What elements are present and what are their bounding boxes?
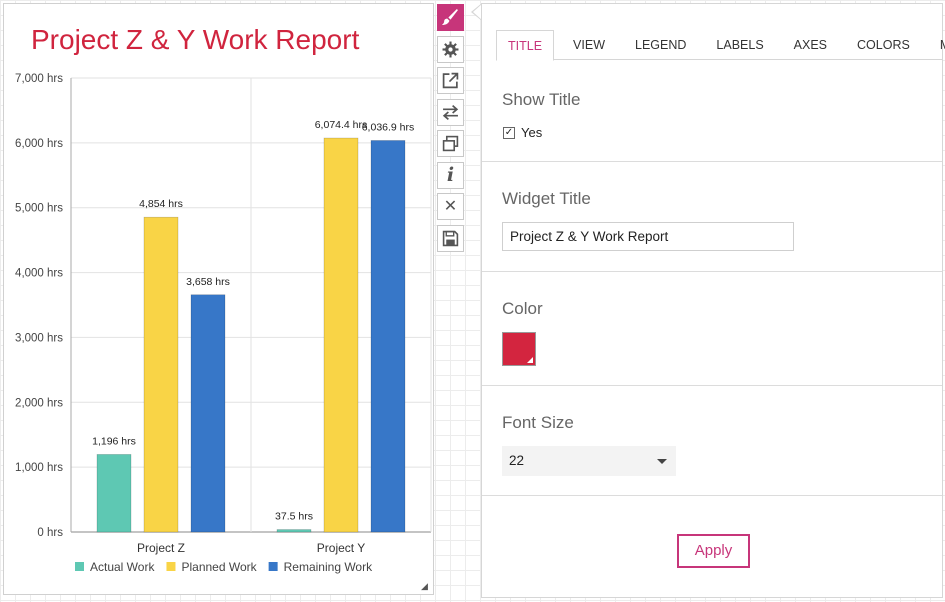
chart-widget: Project Z & Y Work Report 0 hrs 1,000 hrs… — [3, 3, 434, 595]
bar — [143, 216, 179, 533]
widget-title-section: Widget Title Project Z & Y Work Report — [482, 162, 942, 272]
font-size-label: Font Size — [502, 413, 574, 432]
tab-axes[interactable]: AXES — [793, 38, 828, 52]
color-label: Color — [502, 299, 543, 318]
legend-entry: Actual Work — [90, 560, 155, 574]
info-icon[interactable]: i — [437, 161, 464, 189]
tab-misc[interactable]: MISC — [929, 30, 945, 60]
font-size-section: Font Size 22 — [482, 386, 942, 496]
show-title-checkbox[interactable]: ✓ — [503, 126, 515, 139]
widget-toolbar: i ✕ — [437, 4, 465, 256]
bar — [190, 294, 226, 533]
paintbrush-icon[interactable] — [437, 4, 464, 31]
tab-labels[interactable]: LABELS — [716, 38, 764, 52]
y-tick-label: 3,000 hrs — [15, 332, 63, 344]
widget-title: Project Z & Y Work Report — [31, 24, 360, 55]
bar-data-label: 1,196 hrs — [92, 435, 136, 447]
bar-data-label: 37.5 hrs — [275, 511, 313, 523]
save-icon[interactable] — [437, 224, 464, 252]
widget-title-label: Widget Title — [502, 189, 591, 208]
swap-arrows-icon[interactable] — [437, 98, 464, 126]
external-link-icon[interactable] — [437, 67, 464, 94]
legend-swatch — [268, 562, 278, 571]
font-size-value: 22 — [509, 453, 525, 468]
legend-swatch — [75, 562, 84, 571]
duplicate-icon[interactable] — [437, 130, 464, 157]
tab-legend[interactable]: LEGEND — [635, 38, 687, 52]
check-icon: ✓ — [504, 126, 514, 138]
close-glyph: ✕ — [443, 197, 458, 215]
bar — [96, 454, 132, 533]
legend-entry: Remaining Work — [284, 560, 373, 574]
chevron-down-icon — [657, 459, 667, 464]
show-title-checkbox-label: Yes — [521, 125, 543, 140]
y-tick-label: 1,000 hrs — [15, 462, 63, 474]
y-tick-label: 6,000 hrs — [15, 138, 63, 150]
show-title-label: Show Title — [502, 90, 581, 109]
bar-data-label: 3,658 hrs — [186, 276, 230, 288]
legend-entry: Planned Work — [181, 560, 257, 574]
info-glyph: i — [446, 164, 455, 186]
widget-title-input[interactable]: Project Z & Y Work Report — [502, 222, 794, 251]
font-size-select[interactable]: 22 — [502, 446, 676, 476]
y-tick-label: 4,000 hrs — [15, 268, 63, 280]
tab-colors[interactable]: COLORS — [857, 38, 910, 52]
settings-tabs: TITLE VIEW LEGEND LABELS AXES COLORS MIS… — [496, 30, 945, 61]
bar-data-label: 6,074.4 hrs — [315, 119, 368, 131]
bar — [370, 140, 406, 533]
y-tick-label: 5,000 hrs — [15, 203, 63, 215]
gear-icon[interactable] — [437, 35, 464, 63]
y-tick-label: 0 hrs — [37, 527, 63, 539]
color-section: Color — [482, 272, 942, 386]
settings-panel: TITLE VIEW LEGEND LABELS AXES COLORS MIS… — [481, 3, 945, 598]
resize-handle-icon[interactable]: ◢ — [421, 581, 428, 591]
tab-view[interactable]: VIEW — [573, 38, 605, 52]
bar — [323, 137, 359, 533]
legend-swatch — [166, 562, 176, 571]
show-title-section: Show Title ✓ Yes — [482, 60, 942, 162]
y-tick-label: 7,000 hrs — [15, 73, 63, 85]
x-tick-label: Project Y — [317, 541, 365, 555]
bar — [276, 529, 312, 533]
bar-data-label: 6,036.9 hrs — [362, 121, 415, 133]
panel-pointer-inner — [473, 4, 482, 20]
apply-button[interactable]: Apply — [677, 534, 750, 568]
color-swatch[interactable] — [502, 332, 536, 366]
bar-data-label: 4,854 hrs — [139, 198, 183, 210]
y-tick-label: 2,000 hrs — [15, 397, 63, 409]
swatch-corner-icon — [527, 357, 533, 363]
show-title-checkbox-row[interactable]: ✓ Yes — [503, 125, 542, 140]
x-tick-label: Project Z — [137, 541, 185, 555]
bar-chart: 0 hrs 1,000 hrs 2,000 hrs 3,000 hrs 4,000 hr… — [15, 73, 432, 574]
tab-title[interactable]: TITLE — [496, 30, 555, 61]
close-icon[interactable]: ✕ — [437, 193, 464, 220]
